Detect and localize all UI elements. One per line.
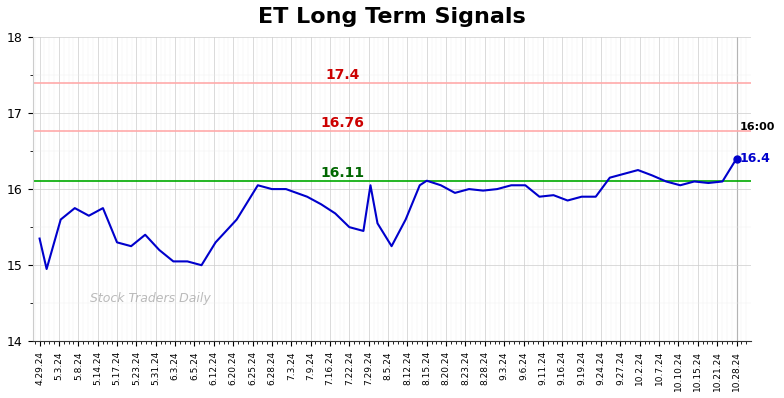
Text: 16.4: 16.4 xyxy=(740,152,771,165)
Text: 17.4: 17.4 xyxy=(325,68,360,82)
Text: 16.76: 16.76 xyxy=(321,117,365,131)
Title: ET Long Term Signals: ET Long Term Signals xyxy=(258,7,525,27)
Text: 16.11: 16.11 xyxy=(320,166,365,180)
Text: Stock Traders Daily: Stock Traders Daily xyxy=(90,292,211,305)
Text: 16:00: 16:00 xyxy=(740,123,775,133)
